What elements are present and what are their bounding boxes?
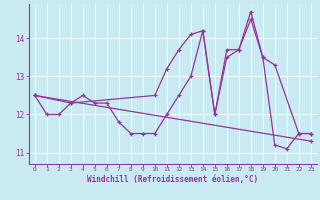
- X-axis label: Windchill (Refroidissement éolien,°C): Windchill (Refroidissement éolien,°C): [87, 175, 258, 184]
